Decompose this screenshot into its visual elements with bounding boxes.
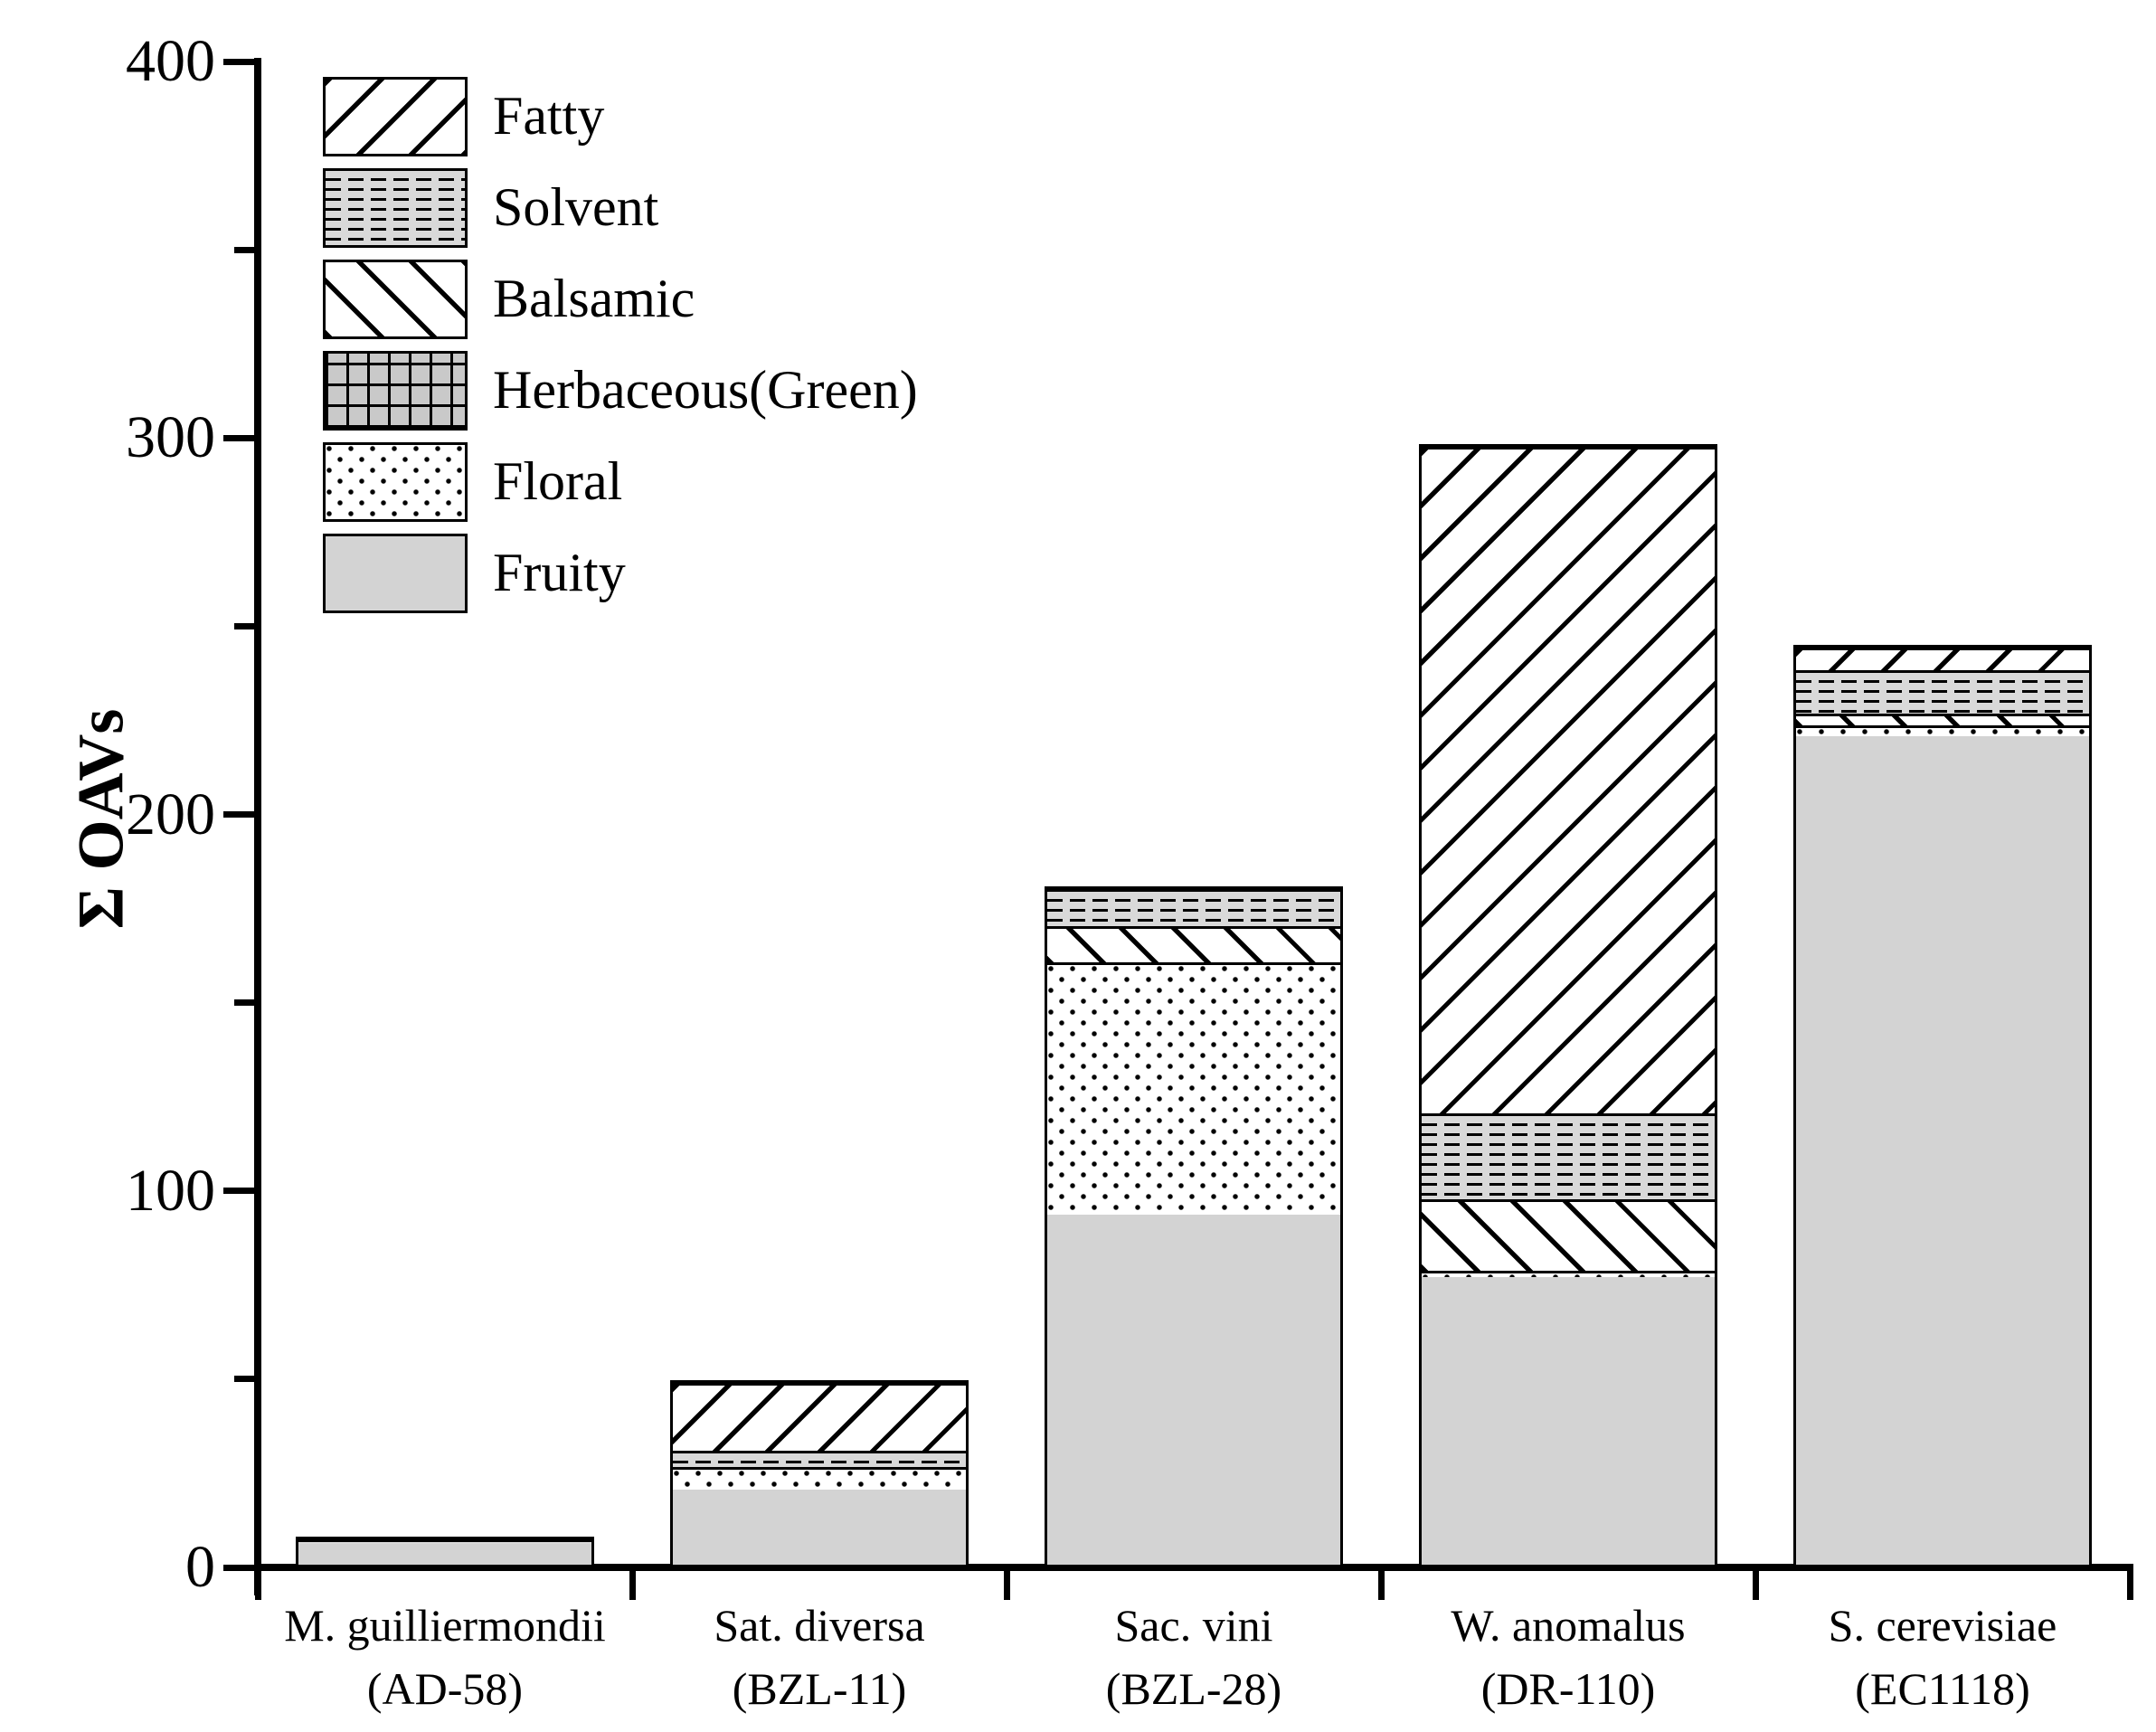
legend-label: Fruity [493,543,626,602]
y-axis-minor-tick [234,622,256,629]
x-axis-tick [1752,1571,1759,1600]
x-axis-category-label: Sac. vini (BZL-28) [1105,1600,1282,1714]
y-axis-minor-tick [234,999,256,1007]
bar-5 [1793,645,2092,1567]
y-axis-tick-label: 300 [126,404,215,471]
segment-fruity [673,1489,966,1565]
segment-balsamic [1047,926,1340,962]
bar-1 [296,1537,594,1567]
y-axis-minor-tick [234,1376,256,1383]
y-axis-major-tick [223,434,260,441]
legend-swatch-fruity-icon [323,533,468,613]
y-axis-tick-label: 400 [126,28,215,94]
legend: Fatty Solvent Balsamic Herbaceous(Green) Flo… [323,71,918,619]
bar-3 [1045,885,1343,1567]
y-axis-tick-label: 200 [126,781,215,847]
x-axis-tick [629,1571,636,1600]
x-axis-tick [2126,1571,2133,1600]
segment-solvent [673,1450,966,1467]
segment-balsamic [1422,1199,1715,1272]
x-axis-category-label: S. cerevisiae (EC1118) [1828,1600,2057,1714]
legend-label: Solvent [493,177,659,237]
y-axis-tick-label: 0 [185,1534,215,1600]
x-axis-category-label: W. anomalus (DR-110) [1451,1600,1686,1714]
x-axis-tick [1003,1571,1010,1600]
segment-solvent [298,1539,591,1545]
segment-fruity [298,1544,591,1565]
x-axis-category-label: Sat. diversa (BZL-11) [714,1600,925,1714]
segment-fruity [1796,736,2089,1565]
legend-item-floral: Floral [323,436,918,527]
legend-swatch-solvent-icon [323,167,468,248]
segment-fruity [1422,1276,1715,1565]
segment-floral [673,1466,966,1490]
x-axis-category-label: M. guilliermondii (AD-58) [284,1600,606,1714]
legend-swatch-herbaceous-icon [323,350,468,431]
segment-solvent [1047,888,1340,927]
segment-floral [1796,724,2089,737]
legend-swatch-floral-icon [323,441,468,522]
x-axis-spine [254,1564,2133,1571]
legend-label: Fatty [493,86,605,146]
segment-solvent [1422,1112,1715,1200]
legend-item-fatty: Fatty [323,71,918,162]
legend-swatch-fatty-icon [323,76,468,156]
legend-label: Herbaceous(Green) [493,360,918,420]
bar-4 [1419,443,1717,1567]
legend-item-balsamic: Balsamic [323,253,918,345]
y-axis-major-tick [223,1564,260,1571]
segment-fatty [673,1382,966,1451]
x-axis-tick [254,1571,261,1600]
y-axis-spine [254,58,261,1595]
y-axis-tick-label: 100 [126,1157,215,1224]
y-axis-major-tick [223,58,260,65]
legend-label: Floral [493,451,623,511]
legend-label: Balsamic [493,269,695,328]
segment-fatty [1796,648,2089,671]
y-axis-major-tick [223,811,260,818]
segment-solvent [1796,670,2089,715]
segment-balsamic [1796,714,2089,725]
legend-item-solvent: Solvent [323,162,918,253]
legend-item-herbaceous: Herbaceous(Green) [323,345,918,436]
y-axis-minor-tick [234,246,256,253]
legend-item-fruity: Fruity [323,527,918,619]
segment-floral [1047,962,1340,1215]
y-axis-major-tick [223,1188,260,1195]
segment-fatty [1422,446,1715,1113]
segment-fruity [1047,1214,1340,1565]
legend-swatch-balsamic-icon [323,259,468,339]
bar-2 [670,1379,969,1567]
segment-floral [1422,1271,1715,1277]
x-axis-tick [1377,1571,1385,1600]
